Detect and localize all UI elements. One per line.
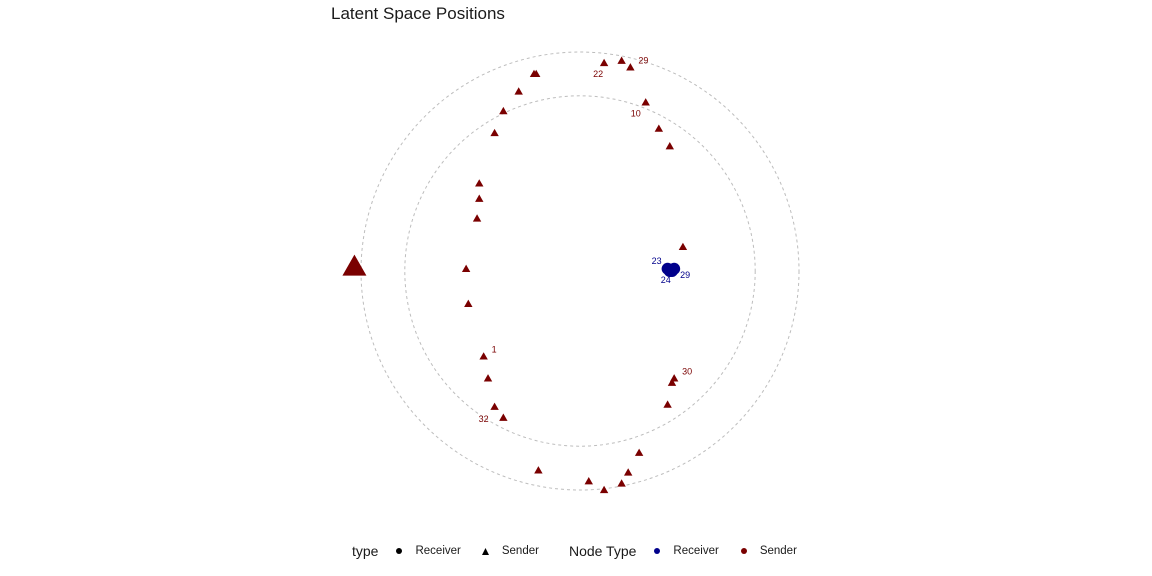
sender-point — [490, 128, 499, 137]
receiver-point — [664, 263, 677, 276]
legend-nodetype-sender-label: Sender — [759, 545, 797, 557]
chart-title: Latent Space Positions — [331, 4, 505, 23]
sender-point — [499, 106, 508, 115]
data-points — [342, 56, 688, 494]
legend-type-receiver-label: Receiver — [415, 545, 461, 557]
sender-point — [514, 87, 523, 95]
sender-point — [641, 98, 650, 106]
triangle-icon — [479, 544, 493, 558]
legend-type-sender-label: Sender — [501, 545, 539, 557]
point-label: 30 — [682, 366, 692, 376]
point-labels: 22 29 10 30 32 1 23 24 29 — [479, 55, 693, 423]
sender-point — [667, 378, 677, 386]
legend-type-receiver: Receiver — [392, 544, 461, 558]
point-label: 24 — [661, 275, 671, 285]
point-label: 23 — [652, 256, 662, 266]
sender-point — [599, 485, 609, 494]
sender-point — [634, 448, 644, 456]
sender-point — [532, 69, 541, 78]
sender-point — [584, 477, 593, 485]
legend-nodetype-receiver: Receiver — [650, 544, 719, 558]
point-label: 32 — [479, 414, 489, 424]
sender-point — [490, 402, 499, 410]
reference-circle-outer — [360, 51, 800, 491]
sender-point — [464, 299, 473, 307]
legend: type Receiver Sender Node Type Receiver … — [352, 541, 815, 561]
circle-icon — [392, 544, 406, 558]
legend-nodetype-receiver-label: Receiver — [673, 545, 719, 557]
reference-circles — [360, 51, 800, 491]
sender-point — [472, 214, 482, 222]
sender-point — [626, 63, 635, 71]
point-label: 29 — [638, 55, 648, 65]
sender-point-large — [342, 254, 367, 276]
sender-point — [623, 468, 633, 476]
sender-point — [499, 413, 508, 421]
sender-point — [599, 58, 609, 67]
sender-point — [479, 352, 488, 360]
legend-nodetype-sender: Sender — [737, 544, 797, 558]
sender-point — [534, 466, 543, 474]
sender-point — [654, 124, 664, 132]
point-label: 22 — [593, 69, 603, 79]
sender-point — [475, 179, 484, 187]
sender-point — [617, 479, 626, 487]
reference-circle-inner — [404, 95, 756, 447]
sender-point — [617, 56, 626, 64]
legend-type-sender: Sender — [479, 544, 539, 558]
point-label: 29 — [680, 270, 690, 280]
sender-point — [483, 374, 493, 382]
sender-point — [475, 194, 484, 202]
legend-type-title: type — [352, 543, 379, 559]
sender-point — [663, 400, 672, 408]
circle-icon — [650, 544, 664, 558]
sender-point — [665, 141, 674, 150]
point-label: 1 — [492, 344, 497, 354]
circle-icon — [737, 544, 751, 558]
sender-point — [461, 264, 471, 272]
legend-nodetype-title: Node Type — [568, 543, 637, 559]
sender-point — [678, 242, 688, 251]
point-label: 10 — [631, 108, 641, 118]
